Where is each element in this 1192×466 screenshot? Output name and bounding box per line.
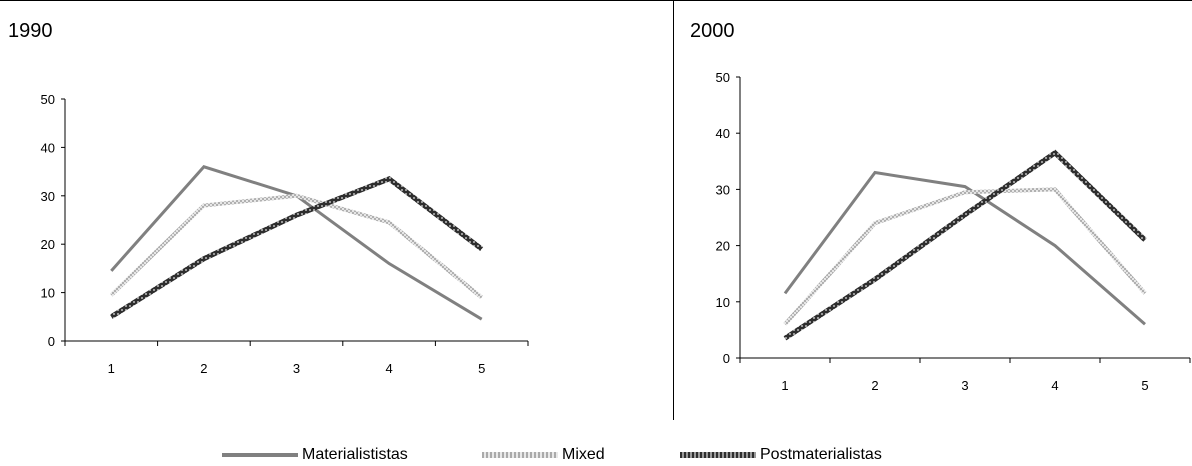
y-tick-label: 30 [41, 189, 55, 204]
chart-2000: 0 10 20 30 40 50 1 2 3 4 5 [716, 70, 1191, 393]
legend-label: Postmaterialistas [760, 446, 882, 463]
panel-title-1990: 1990 [8, 20, 53, 42]
y-tick-label: 0 [48, 334, 55, 349]
y-tick-label: 10 [41, 286, 55, 301]
x-tick-label: 5 [478, 361, 485, 376]
y-tick-label: 30 [716, 182, 730, 197]
legend-label: Mixed [562, 446, 605, 463]
x-tick-label: 1 [781, 378, 788, 393]
legend-label: Materialististas [302, 446, 408, 463]
x-tick-label: 4 [385, 361, 392, 376]
y-tick-label: 40 [716, 126, 730, 141]
legend-item-materialististas: Materialististas [222, 444, 408, 466]
frame-top-border [0, 0, 1192, 1]
x-tick-label: 2 [871, 378, 878, 393]
x-tick-label: 2 [200, 361, 207, 376]
y-tick-label: 20 [716, 239, 730, 254]
panel-divider [673, 0, 674, 420]
legend-item-mixed: Mixed [482, 444, 605, 466]
y-tick-label: 50 [716, 70, 730, 85]
legend-swatch-mixed [482, 452, 558, 458]
x-tick-label: 3 [293, 361, 300, 376]
y-tick-label: 20 [41, 237, 55, 252]
series-line-postmaterialistas [783, 149, 1147, 341]
x-tick-label: 3 [961, 378, 968, 393]
legend-swatch-materialististas [222, 453, 298, 457]
legend: Materialististas Mixed Postmaterialistas [0, 444, 1192, 466]
x-tick-label: 4 [1051, 378, 1058, 393]
y-tick-label: 10 [716, 295, 730, 310]
y-tick-label: 50 [41, 92, 55, 107]
series-line-materialististas [783, 170, 1146, 326]
chart-1990: 0 10 20 30 40 50 1 2 3 4 5 [41, 92, 529, 376]
y-tick-label: 40 [41, 140, 55, 155]
series-line-postmaterialistas [109, 176, 484, 319]
series-line-mixed [109, 193, 483, 299]
legend-item-postmaterialistas: Postmaterialistas [680, 444, 882, 466]
series-line-mixed [783, 187, 1147, 326]
legend-swatch-postmaterialistas [680, 452, 756, 458]
x-tick-label: 5 [1141, 378, 1148, 393]
y-tick-label: 0 [723, 351, 730, 366]
panel-title-2000: 2000 [690, 20, 735, 42]
x-tick-label: 1 [108, 361, 115, 376]
